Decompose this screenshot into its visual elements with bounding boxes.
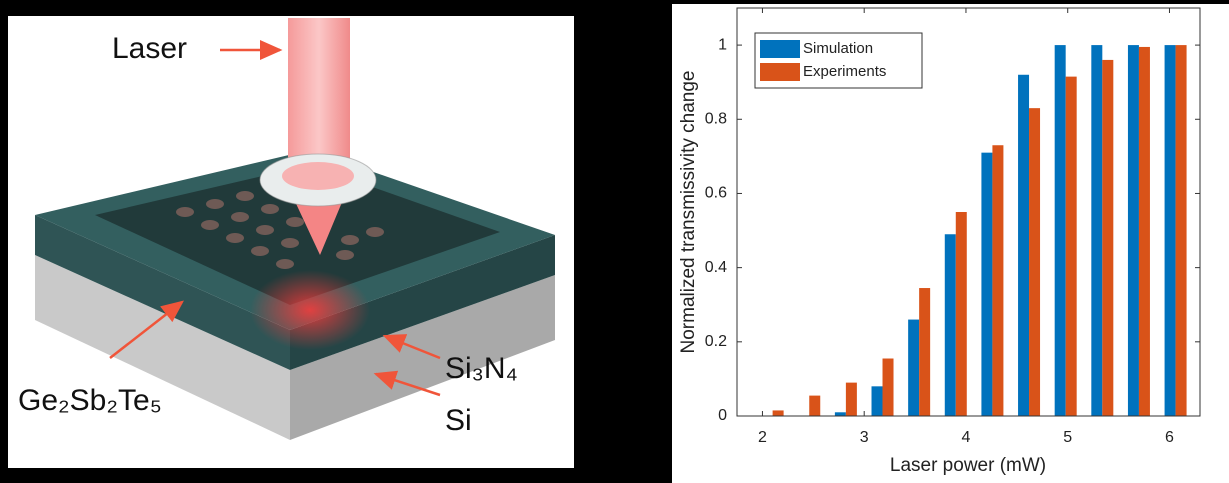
bar	[773, 410, 784, 416]
y-axis-label: Normalized transmissivity change	[678, 71, 699, 354]
bar	[883, 359, 894, 416]
legend-swatch	[760, 40, 800, 58]
y-tick-label: 0.4	[705, 259, 727, 276]
x-tick-label: 6	[1165, 429, 1174, 446]
bar	[1018, 75, 1029, 416]
legend-label: Simulation	[803, 40, 873, 57]
bar	[992, 145, 1003, 416]
x-axis-label: Laser power (mW)	[890, 455, 1046, 476]
bar	[835, 412, 846, 416]
label-laser: Laser	[112, 32, 187, 65]
x-tick-label: 2	[758, 429, 767, 446]
x-tick-label: 3	[860, 429, 869, 446]
legend-swatch	[760, 63, 800, 81]
y-tick-label: 0	[718, 407, 727, 424]
label-si: Si	[445, 404, 472, 437]
label-gst: Ge₂Sb₂Te₅	[18, 384, 162, 417]
bar	[1029, 108, 1040, 416]
bar	[1102, 60, 1113, 416]
bar	[1091, 45, 1102, 416]
bar	[872, 386, 883, 416]
bar	[908, 320, 919, 416]
x-tick-label: 4	[962, 429, 971, 446]
y-tick-label: 0.2	[705, 333, 727, 350]
bar	[1165, 45, 1176, 416]
bar	[1055, 45, 1066, 416]
bar	[956, 212, 967, 416]
bar	[981, 153, 992, 416]
bar	[1128, 45, 1139, 416]
bar	[945, 234, 956, 416]
bar	[846, 383, 857, 416]
bar	[919, 288, 930, 416]
bar	[1139, 47, 1150, 416]
legend-label: Experiments	[803, 63, 886, 80]
bar	[809, 396, 820, 416]
label-sin: Si₃N₄	[445, 352, 518, 385]
y-tick-label: 1	[718, 36, 727, 53]
bar	[1176, 45, 1187, 416]
bar	[1066, 77, 1077, 416]
y-tick-label: 0.8	[705, 110, 727, 127]
page: {"illustration": {"labels": ["Laser", "G…	[0, 0, 1229, 483]
y-tick-label: 0.6	[705, 185, 727, 202]
x-tick-label: 5	[1063, 429, 1072, 446]
figure: Laser Ge₂Sb₂Te₅ Si₃N₄ Si 0 0.2 0.4 0.6 0.8 1 2…	[0, 0, 1229, 483]
